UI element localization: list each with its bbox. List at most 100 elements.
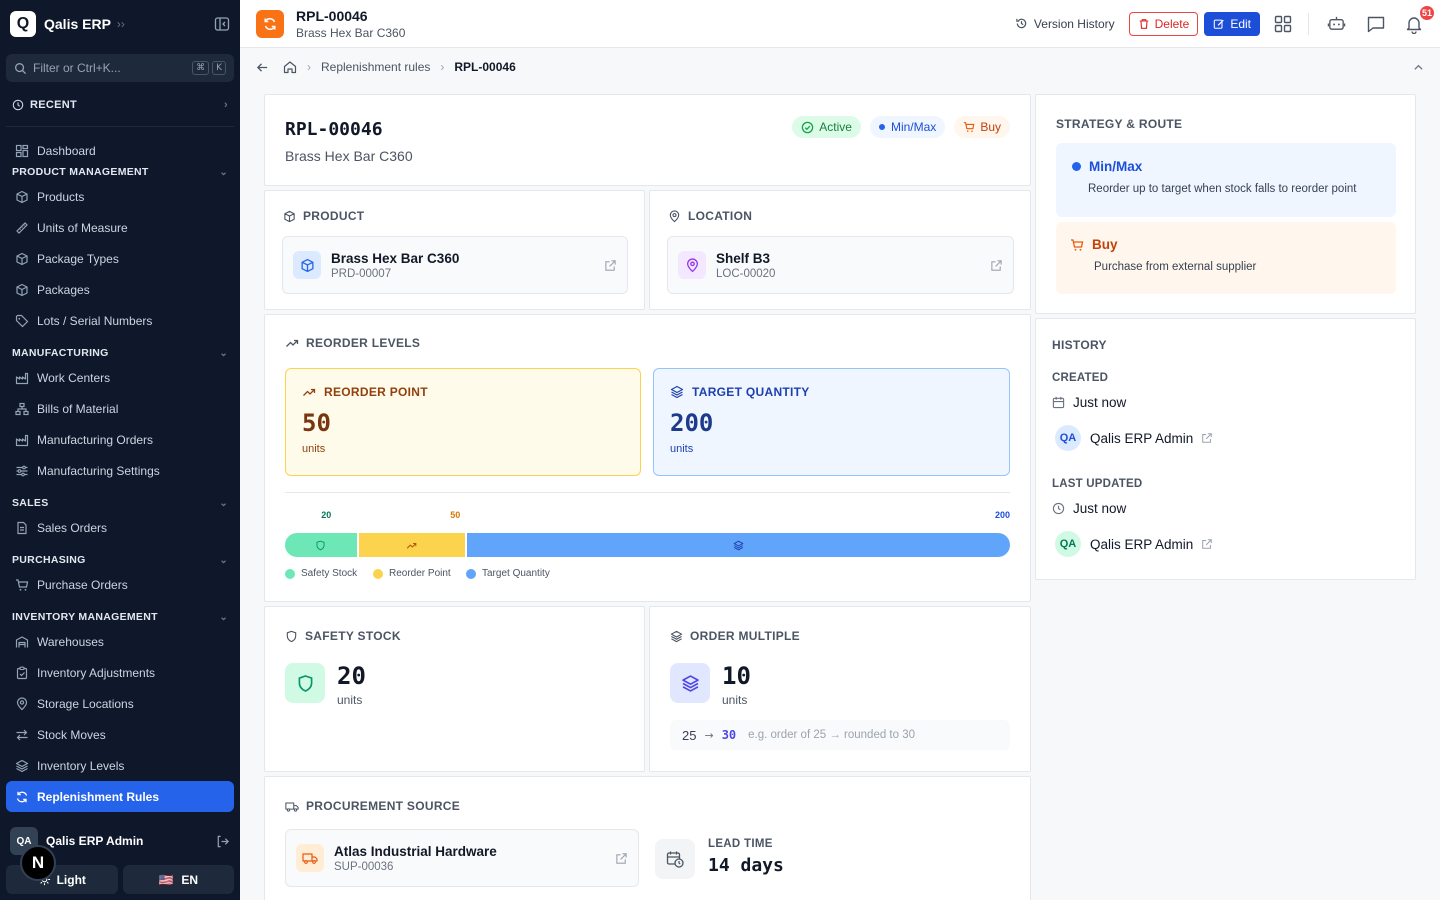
sidebar-item-sales-orders[interactable]: Sales Orders: [0, 512, 240, 543]
lead-time-icon-box: [655, 839, 695, 879]
strategy-route-card: STRATEGY & ROUTE Min/Max Reorder up to t…: [1035, 94, 1416, 314]
external-link-icon[interactable]: [1201, 538, 1213, 550]
delete-button[interactable]: Delete: [1128, 11, 1199, 36]
reorder-point-value: 50: [302, 409, 331, 437]
sidebar-item-manufacturing-settings[interactable]: Manufacturing Settings: [0, 455, 240, 486]
section-title: MANUFACTURING: [12, 347, 109, 359]
sidebar-section-header[interactable]: PRODUCT MANAGEMENT ⌄: [0, 163, 240, 181]
sidebar-item-replenishment-rules[interactable]: Replenishment Rules: [6, 781, 234, 812]
levels-divider: [285, 492, 1010, 493]
sidebar-section-header[interactable]: PURCHASING ⌄: [0, 551, 240, 569]
sidebar-item-dashboard[interactable]: Dashboard: [0, 139, 240, 163]
external-link-icon[interactable]: [990, 259, 1003, 272]
sidebar-item-bills-of-material[interactable]: Bills of Material: [0, 393, 240, 424]
sidebar-item-stock-moves[interactable]: Stock Moves: [0, 719, 240, 750]
sidebar-section-header[interactable]: MANUFACTURING ⌄: [0, 344, 240, 362]
edit-button[interactable]: Edit: [1204, 11, 1260, 36]
sidebar-item-products[interactable]: Products: [0, 181, 240, 212]
sidebar-item-label: Storage Locations: [37, 696, 134, 711]
target-quantity-unit: units: [670, 443, 694, 455]
sidebar-item-work-centers[interactable]: Work Centers: [0, 362, 240, 393]
legend-label: Target Quantity: [482, 568, 550, 579]
back-arrow-icon[interactable]: [256, 61, 269, 74]
version-history-label: Version History: [1033, 16, 1115, 31]
bot-icon[interactable]: [1327, 14, 1346, 33]
sidebar-item-packages[interactable]: Packages: [0, 274, 240, 305]
sidebar-filter-input[interactable]: Filter or Ctrl+K... ⌘ K: [6, 54, 234, 82]
trending-up-icon: [286, 339, 299, 347]
updated-by-row[interactable]: QA Qalis ERP Admin: [1055, 531, 1221, 557]
logout-icon[interactable]: [215, 834, 230, 849]
sidebar-item-inventory-levels[interactable]: Inventory Levels: [0, 750, 240, 781]
sidebar-item-purchase-orders[interactable]: Purchase Orders: [0, 569, 240, 600]
sidebar: Q Qalis ERP ›› Filter or Ctrl+K... ⌘ K R…: [0, 0, 240, 900]
sidebar-header: Q Qalis ERP ››: [0, 0, 240, 48]
recent-toggle[interactable]: RECENT ›: [0, 92, 240, 118]
sidebar-item-manufacturing-orders[interactable]: Manufacturing Orders: [0, 424, 240, 455]
product-code: PRD-00007: [331, 267, 392, 280]
sidebar-sections: PRODUCT MANAGEMENT ⌄ Products Units of Meas…: [0, 163, 240, 812]
tag-icon: [15, 314, 29, 327]
sidebar-item-label: Products: [37, 189, 85, 204]
sidebar-item-units-of-measure[interactable]: Units of Measure: [0, 212, 240, 243]
chat-icon[interactable]: [1366, 14, 1386, 34]
sidebar-item-label: Sales Orders: [37, 520, 108, 535]
apps-grid-icon[interactable]: [1274, 15, 1292, 33]
sidebar-section-header[interactable]: INVENTORY MANAGEMENT ⌄: [0, 608, 240, 626]
app-switch-chevron-icon[interactable]: ››: [116, 17, 125, 31]
location-link[interactable]: Shelf B3 LOC-00020: [667, 236, 1014, 294]
sidebar-item-warehouses[interactable]: Warehouses: [0, 626, 240, 657]
notification-count-badge: 51: [1418, 3, 1436, 22]
external-link-icon[interactable]: [604, 259, 617, 272]
created-by-name: Qalis ERP Admin: [1090, 430, 1194, 446]
breadcrumb-parent-link[interactable]: Replenishment rules: [321, 60, 431, 74]
box-icon: [16, 252, 28, 265]
external-link-icon[interactable]: [1201, 432, 1213, 444]
example-text: e.g. order of 25 → rounded to 30: [748, 729, 916, 741]
product-card: PRODUCT Brass Hex Bar C360 PRD-00007: [264, 190, 645, 310]
version-history-button[interactable]: Version History: [1015, 17, 1115, 31]
sliders-icon: [16, 465, 28, 476]
user-name: Qalis ERP Admin: [46, 834, 144, 848]
supplier-code: SUP-00036: [334, 860, 394, 873]
breadcrumb-separator: ›: [440, 60, 445, 74]
external-link-icon[interactable]: [615, 852, 628, 865]
app-name[interactable]: Qalis ERP: [44, 16, 111, 32]
strategy-badge: Min/Max: [869, 116, 946, 138]
chevron-down-icon: ⌄: [219, 166, 228, 178]
bar-segment-reorder: [358, 533, 466, 557]
shortcut-key-cmd: ⌘: [192, 61, 210, 75]
sidebar-item-lots-serial-numbers[interactable]: Lots / Serial Numbers: [0, 305, 240, 336]
box-icon: [301, 258, 313, 272]
legend-dot-icon: [466, 568, 476, 579]
legend-safety: Safety Stock: [285, 568, 357, 579]
home-icon[interactable]: [283, 60, 297, 74]
record-name: Brass Hex Bar C360: [285, 148, 413, 164]
reorder-point-label: REORDER POINT: [324, 385, 428, 399]
created-by-row[interactable]: QA Qalis ERP Admin: [1055, 425, 1221, 451]
supplier-link[interactable]: Atlas Industrial Hardware SUP-00036: [285, 829, 639, 887]
sidebar-item-storage-locations[interactable]: Storage Locations: [0, 688, 240, 719]
notifications-button[interactable]: 51: [1404, 3, 1436, 34]
n-floating-badge[interactable]: N: [20, 845, 56, 881]
sidebar-item-inventory-adjustments[interactable]: Inventory Adjustments: [0, 657, 240, 688]
location-section-title: LOCATION: [668, 209, 752, 223]
chevron-right-icon: ›: [224, 99, 228, 111]
warehouse-icon: [15, 635, 29, 647]
sidebar-item-label: Dashboard: [37, 144, 96, 158]
bar-label-safety: 20: [321, 510, 332, 520]
reorder-point-label-row: REORDER POINT: [302, 385, 624, 399]
app-logo[interactable]: Q: [10, 11, 36, 37]
clock-icon: [1052, 502, 1065, 515]
sidebar-section-header[interactable]: SALES ⌄: [0, 494, 240, 512]
section-title-label: PROCUREMENT SOURCE: [306, 799, 461, 813]
strategy-option-minmax: Min/Max Reorder up to target when stock …: [1056, 143, 1396, 217]
sidebar-collapse-icon[interactable]: [214, 16, 230, 32]
language-button[interactable]: 🇺🇸 EN: [122, 865, 234, 894]
safety-stock-unit: units: [337, 693, 363, 707]
chevron-up-icon[interactable]: [1413, 62, 1424, 73]
product-link[interactable]: Brass Hex Bar C360 PRD-00007: [282, 236, 628, 294]
safety-stock-card: SAFETY STOCK 20 units: [264, 606, 645, 772]
sidebar-item-package-types[interactable]: Package Types: [0, 243, 240, 274]
updated-time-row: Just now: [1052, 501, 1126, 516]
